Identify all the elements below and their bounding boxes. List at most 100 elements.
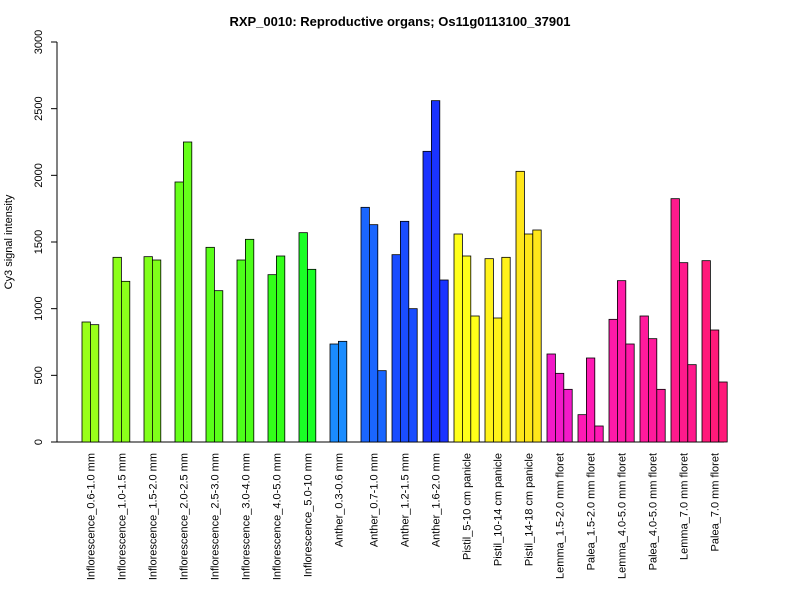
bar xyxy=(492,317,503,443)
bar xyxy=(555,372,565,443)
bar xyxy=(577,414,587,443)
bar xyxy=(174,181,184,443)
x-category-label: Palea_4.0-5.0 mm floret xyxy=(648,453,660,570)
bar xyxy=(710,329,720,443)
x-category-label: Lemma_7.0 mm floret xyxy=(679,453,691,560)
bar xyxy=(594,425,604,443)
bar-group xyxy=(236,238,255,443)
x-category-label: Pistil_14-18 cm panicle xyxy=(524,453,536,566)
x-category-label: Anther_0.3-0.6 mm xyxy=(333,453,345,547)
bar-group xyxy=(267,255,286,443)
category-labels: Inflorescence_0.6-1.0 mm Inflorescence_1.… xyxy=(85,453,721,580)
bar-group xyxy=(329,340,348,443)
bar xyxy=(625,343,635,443)
bar xyxy=(112,256,122,443)
bar xyxy=(608,318,618,443)
bar-group xyxy=(174,141,193,443)
bar xyxy=(453,233,463,443)
bar xyxy=(718,381,728,443)
y-axis-label: Cy3 signal intensity xyxy=(3,194,15,289)
x-category-label: Inflorescence_5.0-10 mm xyxy=(302,453,314,577)
bar xyxy=(656,388,666,443)
bars xyxy=(81,100,728,443)
bar xyxy=(368,224,379,443)
bar-group xyxy=(298,232,317,443)
bar-group xyxy=(546,353,573,443)
bar xyxy=(687,364,697,443)
y-tick-label: 2500 xyxy=(33,96,45,120)
x-category-label: Inflorescence_3.0-4.0 mm xyxy=(240,453,252,580)
bar xyxy=(337,340,348,443)
y-tick-label: 3000 xyxy=(33,30,45,54)
bar xyxy=(586,357,596,443)
x-category-label: Pistil_5-10 cm panicle xyxy=(462,453,474,560)
bar xyxy=(563,388,573,443)
y-tick-label: 2000 xyxy=(33,163,45,187)
bar xyxy=(546,353,556,443)
x-category-label: Lemma_4.0-5.0 mm floret xyxy=(617,453,629,579)
y-tick-label: 1000 xyxy=(33,296,45,320)
bar xyxy=(391,254,401,443)
bar xyxy=(524,233,534,443)
bar-group xyxy=(670,198,697,443)
bar xyxy=(515,170,525,443)
bar xyxy=(90,324,100,443)
bar-group xyxy=(577,357,604,443)
bar xyxy=(329,343,339,443)
bar xyxy=(422,150,432,443)
x-category-label: Inflorescence_2.0-2.5 mm xyxy=(178,453,190,580)
bar xyxy=(236,259,246,443)
y-axis-ticks: 0 500 1000 1500 2000 2500 3000 xyxy=(33,30,57,445)
x-category-label: Anther_0.7-1.0 mm xyxy=(369,453,381,547)
bar xyxy=(121,280,131,443)
x-category-label: Inflorescence_1.0-1.5 mm xyxy=(116,453,128,580)
bar xyxy=(267,274,277,443)
bar xyxy=(439,279,449,443)
bar-group xyxy=(205,246,224,443)
x-category-label: Inflorescence_4.0-5.0 mm xyxy=(271,453,283,580)
bar xyxy=(501,256,511,443)
bar xyxy=(670,198,680,443)
x-category-label: Palea_7.0 mm floret xyxy=(710,453,722,551)
y-tick-label: 1500 xyxy=(33,230,45,254)
bar-group xyxy=(515,170,542,443)
bar xyxy=(81,321,91,443)
bar-group xyxy=(112,256,131,443)
bar xyxy=(461,255,472,443)
bar xyxy=(182,141,193,443)
bar xyxy=(213,290,224,443)
bar-group xyxy=(639,315,666,443)
bar-group xyxy=(701,260,728,443)
bar xyxy=(205,246,215,443)
bar xyxy=(151,259,162,443)
chart-title: RXP_0010: Reproductive organs; Os11g0113… xyxy=(229,14,570,29)
bar-group xyxy=(484,256,511,443)
x-category-label: Inflorescence_0.6-1.0 mm xyxy=(85,453,97,580)
bar-group xyxy=(608,280,635,443)
bar xyxy=(244,238,255,443)
bar xyxy=(298,232,308,443)
bar xyxy=(360,206,370,443)
bar xyxy=(399,220,410,443)
bar xyxy=(484,258,494,443)
bar xyxy=(143,256,153,443)
bar xyxy=(532,229,542,443)
bar-group xyxy=(360,206,387,443)
x-category-label: Inflorescence_1.5-2.0 mm xyxy=(147,453,159,580)
bar xyxy=(306,268,317,443)
bar-group xyxy=(143,256,162,443)
bar xyxy=(430,100,441,443)
bar xyxy=(617,280,627,443)
x-category-label: Palea_1.5-2.0 mm floret xyxy=(586,453,598,570)
bar xyxy=(408,308,418,443)
bar xyxy=(648,338,658,443)
x-category-label: Pistil_10-14 cm panicle xyxy=(493,453,505,566)
x-category-label: Lemma_1.5-2.0 mm floret xyxy=(555,453,567,579)
bar-group xyxy=(453,233,480,443)
bar xyxy=(275,255,286,443)
bar-group xyxy=(422,100,449,443)
bar xyxy=(701,260,711,443)
x-category-label: Anther_1.2-1.5 mm xyxy=(400,453,412,547)
x-category-label: Inflorescence_2.5-3.0 mm xyxy=(209,453,221,580)
